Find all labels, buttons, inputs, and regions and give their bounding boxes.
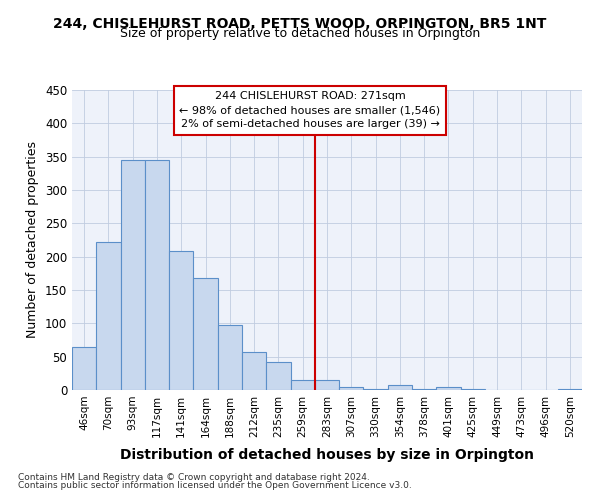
Bar bbox=[388, 386, 412, 390]
Bar bbox=[436, 388, 461, 390]
Bar bbox=[96, 242, 121, 390]
Bar bbox=[121, 160, 145, 390]
Text: 244, CHISLEHURST ROAD, PETTS WOOD, ORPINGTON, BR5 1NT: 244, CHISLEHURST ROAD, PETTS WOOD, ORPIN… bbox=[53, 18, 547, 32]
Bar bbox=[218, 324, 242, 390]
Y-axis label: Number of detached properties: Number of detached properties bbox=[26, 142, 40, 338]
Bar bbox=[193, 278, 218, 390]
Bar bbox=[266, 362, 290, 390]
Bar bbox=[339, 386, 364, 390]
Bar bbox=[315, 380, 339, 390]
Bar bbox=[169, 250, 193, 390]
Bar bbox=[72, 346, 96, 390]
Bar bbox=[242, 352, 266, 390]
X-axis label: Distribution of detached houses by size in Orpington: Distribution of detached houses by size … bbox=[120, 448, 534, 462]
Bar bbox=[290, 380, 315, 390]
Text: Contains public sector information licensed under the Open Government Licence v3: Contains public sector information licen… bbox=[18, 481, 412, 490]
Bar bbox=[145, 160, 169, 390]
Text: Size of property relative to detached houses in Orpington: Size of property relative to detached ho… bbox=[120, 28, 480, 40]
Text: Contains HM Land Registry data © Crown copyright and database right 2024.: Contains HM Land Registry data © Crown c… bbox=[18, 472, 370, 482]
Text: 244 CHISLEHURST ROAD: 271sqm
← 98% of detached houses are smaller (1,546)
2% of : 244 CHISLEHURST ROAD: 271sqm ← 98% of de… bbox=[179, 92, 440, 130]
